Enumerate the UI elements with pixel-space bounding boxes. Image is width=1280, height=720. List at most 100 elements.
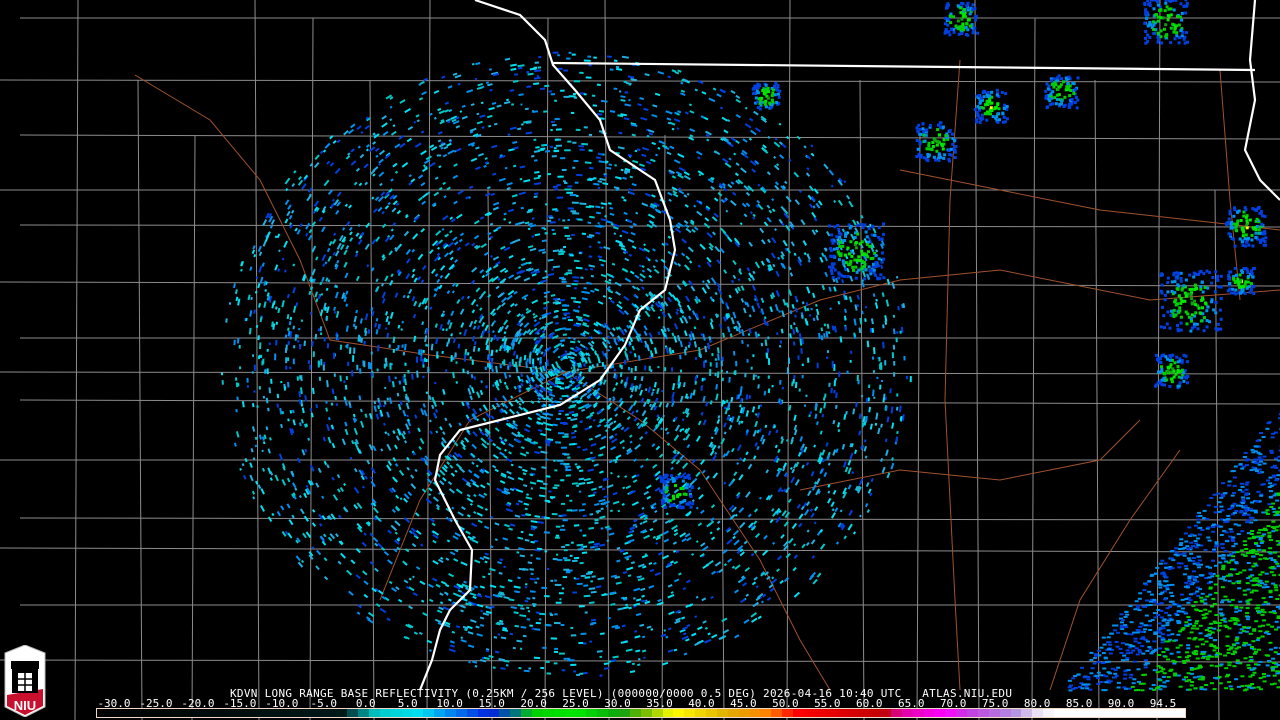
echo-pixel [321,495,325,499]
echo-pixel [576,484,579,487]
echo-pixel [835,392,838,399]
echo-pixel [762,148,769,154]
echo-pixel [633,597,636,600]
storm-echo [954,24,958,28]
echo-pixel [504,448,507,452]
echo-pixel [439,426,443,431]
echo-pixel [597,577,605,581]
echo-pixel [793,414,797,422]
echo-pixel [427,583,434,588]
echo-pixel [619,364,622,368]
echo-pixel [671,400,675,408]
echo-pixel [630,231,636,236]
echo-pixel [546,359,549,366]
echo-pixel [541,143,548,147]
echo-pixel [446,290,451,295]
echo-pixel [771,576,775,580]
echo-pixel [550,294,556,297]
echo-pixel [763,390,767,396]
echo-pixel [586,480,594,485]
echo-pixel [815,478,821,485]
echo-pixel [734,589,739,594]
echo-pixel [428,395,432,401]
echo-pixel [714,358,717,361]
echo-pixel [503,319,509,326]
storm-echo [1177,41,1181,45]
echo-pixel [690,219,695,224]
echo-pixel [835,404,838,409]
echo-pixel [611,624,619,628]
echo-pixel [251,490,256,495]
echo-pixel [446,455,452,462]
echo-pixel [561,502,565,505]
echo-pixel [740,298,745,303]
echo-pixel [503,409,508,415]
echo-pixel [659,303,665,310]
echo-pixel [518,93,524,97]
echo-pixel [571,201,579,204]
county-border [309,17,314,720]
echo-pixel [450,115,458,120]
echo-pixel [896,393,899,397]
echo-pixel [350,148,355,153]
echo-pixel [353,486,360,494]
echo-pixel [349,237,354,242]
echo-pixel [723,129,729,134]
echo-pixel [301,449,306,456]
echo-pixel [289,331,293,338]
echo-pixel [740,386,743,391]
echo-pixel [514,590,520,594]
echo-pixel [841,279,845,284]
echo-pixel [363,360,366,368]
echo-pixel [309,464,315,472]
echo-pixel [759,227,765,234]
echo-pixel [587,341,594,348]
echo-pixel [289,409,293,414]
echo-pixel [620,426,625,431]
echo-pixel [538,317,542,320]
echo-pixel [848,200,854,208]
storm-echo [968,24,972,28]
echo-pixel [552,300,559,304]
echo-pixel [433,116,437,120]
echo-pixel [635,286,641,291]
echo-pixel [484,508,488,511]
echo-pixel [548,490,552,493]
echo-pixel [519,647,523,650]
echo-pixel [505,384,509,390]
echo-pixel [823,323,827,327]
echo-pixel [681,635,689,641]
echo-pixel [699,553,705,558]
echo-pixel [817,490,821,495]
echo-pixel [644,553,648,556]
echo-pixel [447,481,453,486]
echo-pixel [602,337,607,343]
echo-pixel [649,355,652,360]
echo-pixel [738,269,743,275]
echo-pixel [564,350,568,353]
echo-pixel [436,609,443,614]
echo-pixel [643,516,648,521]
echo-pixel [611,262,616,266]
echo-pixel [682,632,687,636]
echo-pixel [627,574,632,578]
echo-pixel [375,236,381,242]
echo-pixel [518,465,523,469]
echo-pixel [566,191,573,194]
echo-pixel [298,399,302,405]
echo-pixel [437,107,442,112]
echo-pixel [539,618,542,621]
echo-pixel [534,539,539,543]
echo-pixel [564,149,571,152]
storm-echo [1179,2,1183,6]
echo-pixel [335,209,340,215]
echo-pixel [872,293,876,297]
storm-echo [943,153,947,157]
echo-pixel [336,201,342,207]
echo-pixel [774,181,779,186]
echo-pixel [655,445,661,451]
echo-pixel [711,570,717,575]
echo-pixel [826,350,830,354]
echo-pixel [656,416,661,421]
echo-pixel [436,154,440,157]
